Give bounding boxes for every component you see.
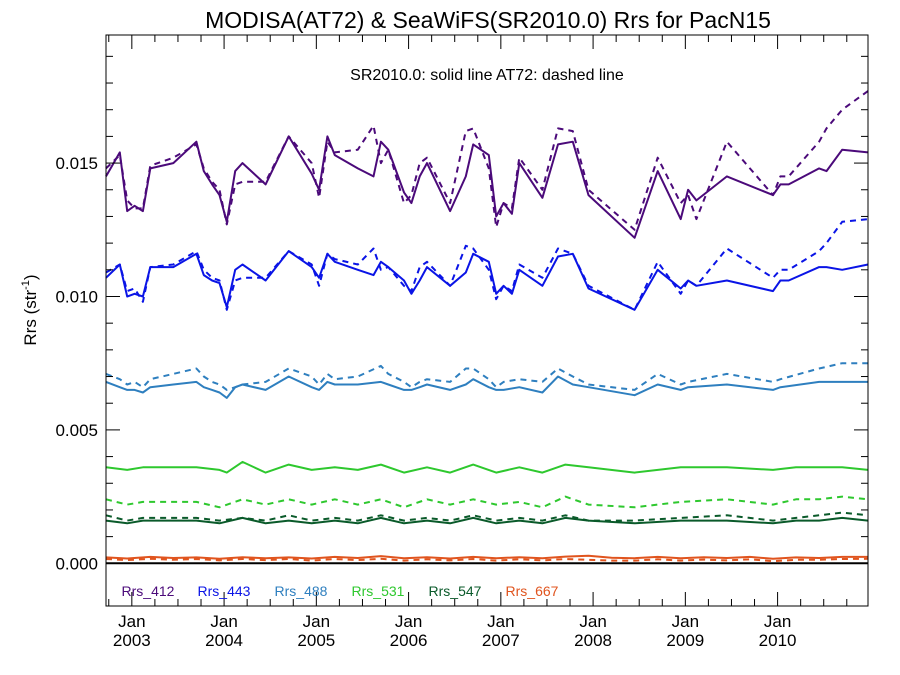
svg-text:Rrs (str-1): Rrs (str-1)	[20, 274, 40, 345]
legend-entry-rrs-667: Rrs_667	[506, 583, 559, 599]
x-tick-label-year: 2005	[297, 631, 335, 650]
series-line-rrs-531-solid	[105, 460, 869, 474]
series-line-rrs-667-solid	[105, 554, 868, 560]
plot-frame	[105, 34, 869, 607]
y-axis-label-superscript: -1	[20, 280, 32, 290]
x-tick-label-month: Jan	[395, 612, 422, 631]
y-tick-label: 0.010	[55, 287, 98, 306]
line-style-annotation: SR2010.0: solid line AT72: dashed line	[350, 67, 624, 84]
x-tick-label-year: 2006	[390, 631, 428, 650]
x-tick-label-year: 2003	[113, 631, 151, 650]
series-line-rrs-531-dashed	[105, 495, 869, 509]
x-tick-label-year: 2008	[574, 631, 612, 650]
legend-entry-rrs-443: Rrs_443	[198, 583, 251, 599]
x-tick-label-month: Jan	[672, 612, 699, 631]
x-tick-label-month: Jan	[118, 612, 145, 631]
legend-entry-rrs-547: Rrs_547	[429, 583, 482, 599]
series-line-rrs-488-dashed	[105, 362, 868, 391]
x-tick-label-month: Jan	[487, 612, 514, 631]
series-line-rrs-443-solid	[105, 250, 869, 311]
x-tick-label-year: 2009	[666, 631, 704, 650]
y-tick-label: 0.000	[55, 554, 98, 573]
y-axis-label-close: )	[21, 274, 40, 280]
x-tick-label-month: Jan	[210, 612, 237, 631]
legend-entry-rrs-531: Rrs_531	[352, 583, 405, 599]
series-line-rrs-412-solid	[105, 135, 869, 239]
x-tick-label-month: Jan	[303, 612, 330, 631]
y-axis-label: Rrs (str-1)	[20, 274, 40, 345]
series-layer	[105, 90, 869, 563]
y-tick-label: 0.015	[55, 154, 98, 173]
series-line-rrs-443-dashed	[105, 218, 869, 311]
series-line-rrs-547-solid	[105, 516, 869, 525]
legend-entry-rrs-488: Rrs_488	[275, 583, 328, 599]
legend: Rrs_412 Rrs_443 Rrs_488 Rrs_531 Rrs_547 Rrs_6…	[122, 583, 559, 599]
y-tick-label: 0.005	[55, 421, 98, 440]
x-tick-label-year: 2004	[205, 631, 243, 650]
axes-layer: 0.0000.0050.0100.015Jan2003Jan2004Jan200…	[55, 34, 869, 650]
series-line-rrs-412-dashed	[105, 90, 869, 231]
legend-entry-rrs-412: Rrs_412	[122, 583, 175, 599]
series-line-rrs-667-dashed	[105, 557, 869, 563]
x-tick-label-month: Jan	[579, 612, 606, 631]
x-tick-label-year: 2010	[759, 631, 797, 650]
series-line-rrs-488-solid	[105, 375, 868, 399]
chart-title: MODISA(AT72) & SeaWiFS(SR2010.0) Rrs for…	[205, 7, 771, 33]
x-tick-label-month: Jan	[764, 612, 791, 631]
x-tick-label-year: 2007	[482, 631, 520, 650]
y-axis-label-text: Rrs (str	[21, 290, 40, 346]
series-line-rrs-547-dashed	[105, 511, 869, 522]
